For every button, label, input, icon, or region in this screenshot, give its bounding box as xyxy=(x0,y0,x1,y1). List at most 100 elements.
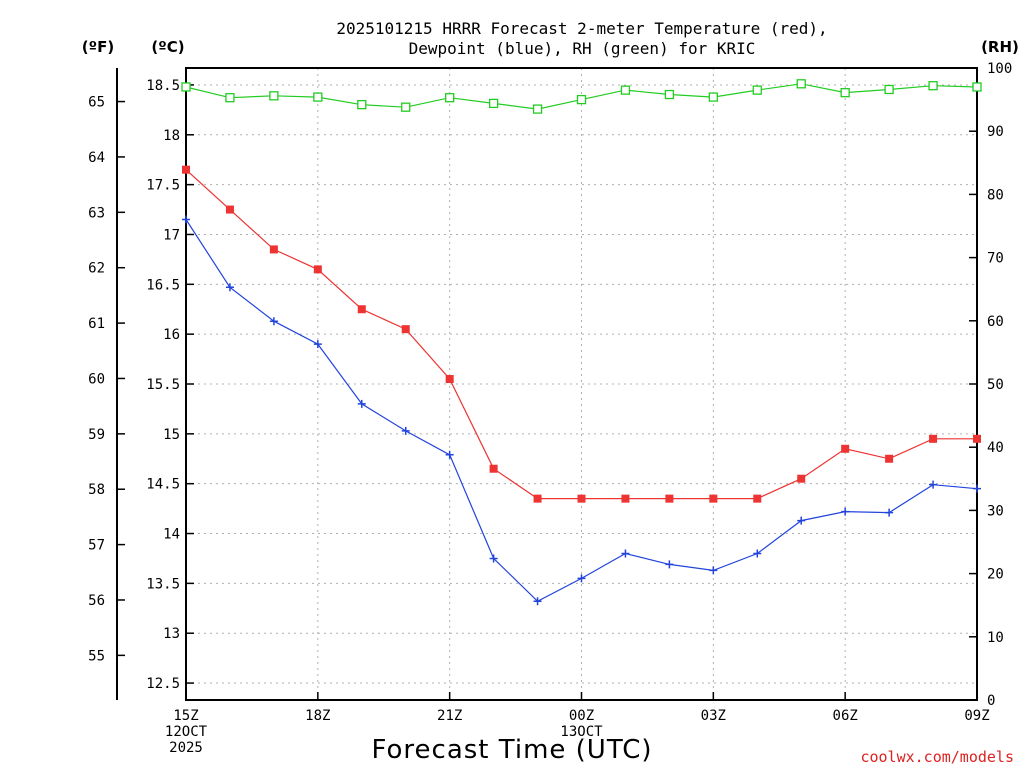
temperature-point xyxy=(182,165,190,174)
x-tick-label: 09Z xyxy=(964,708,989,724)
temperature-point xyxy=(445,375,454,384)
dewpoint-point xyxy=(489,554,498,563)
rh-point xyxy=(840,87,850,98)
temperature-point xyxy=(929,434,938,443)
celsius-tick-label: 15 xyxy=(163,427,180,443)
temperature-point xyxy=(577,494,586,503)
dewpoint-point xyxy=(533,597,542,606)
rh-point xyxy=(269,91,279,101)
celsius-tick-label: 17.5 xyxy=(146,178,180,194)
x-tick-label: 12OCT xyxy=(165,724,208,740)
celsius-tick-label: 13 xyxy=(163,626,180,642)
rh-point xyxy=(313,92,323,102)
x-tick-label: 2025 xyxy=(169,740,203,756)
rh-point xyxy=(357,100,367,110)
rh-point xyxy=(972,82,982,92)
celsius-tick-label: 16.5 xyxy=(146,277,180,293)
temperature-point xyxy=(841,444,850,453)
x-tick-label: 18Z xyxy=(305,708,330,724)
credit-text: coolwx.com/models xyxy=(860,748,1014,766)
fahrenheit-unit-label: (ºF) xyxy=(82,38,114,56)
celsius-tick-label: 16 xyxy=(163,327,180,343)
dewpoint-point xyxy=(841,507,850,516)
rh-tick-label: 30 xyxy=(987,503,1004,519)
dewpoint-point xyxy=(973,484,981,493)
dewpoint-point xyxy=(753,549,762,558)
fahrenheit-tick-label: 56 xyxy=(88,593,105,609)
dewpoint-point xyxy=(709,566,718,575)
rh-point xyxy=(796,79,806,89)
rh-tick-label: 10 xyxy=(987,630,1004,646)
rh-point xyxy=(708,92,718,102)
chart-title-line-1: 2025101215 HRRR Forecast 2-meter Tempera… xyxy=(336,19,827,38)
rh-point xyxy=(928,81,938,91)
rh-tick-label: 20 xyxy=(987,567,1004,583)
dewpoint-point xyxy=(445,450,454,459)
grid-lines xyxy=(186,68,977,700)
x-tick-label: 00Z xyxy=(569,708,594,724)
dewpoint-point xyxy=(665,560,674,569)
rh-point xyxy=(664,89,675,100)
rh-tick-label: 50 xyxy=(987,377,1004,393)
rh-point xyxy=(401,102,411,112)
rh-tick-label: 100 xyxy=(987,61,1012,77)
fahrenheit-tick-label: 65 xyxy=(88,95,105,111)
fahrenheit-tick-label: 55 xyxy=(88,648,105,664)
rh-point xyxy=(532,104,543,114)
dewpoint-point xyxy=(929,480,938,489)
celsius-tick-label: 12.5 xyxy=(146,676,180,692)
celsius-tick-label: 18.5 xyxy=(146,78,180,94)
fahrenheit-tick-label: 61 xyxy=(88,316,105,332)
temperature-point xyxy=(621,494,630,503)
rh-point xyxy=(445,93,455,103)
temperature-point xyxy=(225,205,234,214)
dewpoint-point xyxy=(357,399,366,408)
x-tick-label: 06Z xyxy=(833,708,858,724)
dewpoint-point xyxy=(313,340,322,349)
dewpoint-point xyxy=(225,283,234,292)
temperature-point xyxy=(269,245,278,254)
celsius-tick-label: 14.5 xyxy=(146,477,180,493)
fahrenheit-tick-label: 62 xyxy=(88,261,105,277)
rh-point xyxy=(884,84,894,95)
temperature-point xyxy=(401,325,410,334)
x-tick-label: 13OCT xyxy=(560,724,603,740)
celsius-unit-label: (ºC) xyxy=(151,38,184,56)
temperature-point xyxy=(313,265,322,274)
dewpoint-point xyxy=(621,549,630,558)
tick-labels: 12.5 13 13.5 14 14.5 15 15.5 16 16.5 17 17.5 18 18.5… xyxy=(88,61,1012,756)
rh-point xyxy=(620,85,631,95)
x-tick-label: 21Z xyxy=(437,708,462,724)
temperature-point xyxy=(797,474,806,483)
data-series xyxy=(181,79,982,606)
temperature-point xyxy=(973,434,981,443)
celsius-tick-label: 14 xyxy=(163,527,180,543)
dewpoint-point xyxy=(269,317,278,326)
dewpoint-point xyxy=(885,508,894,517)
dewpoint-point xyxy=(182,215,190,224)
fahrenheit-tick-label: 57 xyxy=(88,538,105,554)
celsius-tick-label: 18 xyxy=(163,128,180,144)
fahrenheit-tick-label: 63 xyxy=(88,205,105,221)
celsius-tick-label: 15.5 xyxy=(146,377,180,393)
temperature-point xyxy=(753,494,762,503)
rh-tick-label: 70 xyxy=(987,251,1004,267)
x-axis-title: Forecast Time (UTC) xyxy=(371,735,652,765)
fahrenheit-tick-label: 64 xyxy=(88,150,105,166)
fahrenheit-tick-label: 58 xyxy=(88,482,105,498)
axes xyxy=(116,67,978,701)
temperature-point xyxy=(357,305,366,314)
fahrenheit-tick-label: 60 xyxy=(88,371,105,387)
rh-point xyxy=(488,98,499,109)
dewpoint-point xyxy=(577,574,586,583)
rh-point xyxy=(576,94,587,105)
rh-tick-label: 0 xyxy=(987,693,995,709)
rh-tick-label: 60 xyxy=(987,314,1004,330)
x-tick-label: 03Z xyxy=(701,708,726,724)
rh-point xyxy=(752,85,762,95)
chart-title-line-2: Dewpoint (blue), RH (green) for KRIC xyxy=(409,39,756,58)
temperature-point xyxy=(665,494,674,503)
temperature-point xyxy=(489,464,498,473)
temperature-point xyxy=(885,454,894,463)
